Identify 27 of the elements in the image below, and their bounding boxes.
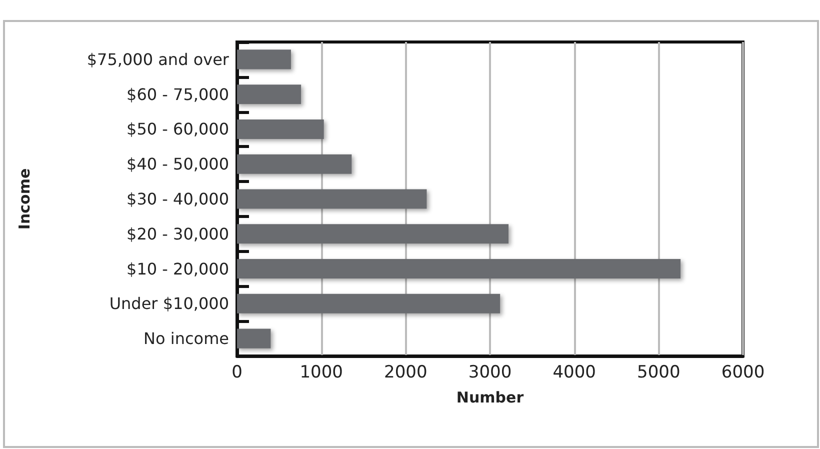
x-tick-label: 1000 — [300, 362, 343, 382]
y-tick-label: No income — [144, 329, 229, 348]
bar — [237, 224, 509, 244]
y-tick-label: $40 - 50,000 — [126, 154, 229, 174]
x-tick-label: 5000 — [637, 362, 680, 382]
bar — [237, 328, 271, 348]
y-tick-label: $60 - 75,000 — [126, 84, 229, 104]
x-tick-label: 2000 — [384, 362, 428, 382]
bar — [237, 259, 681, 279]
x-axis-title: Number — [456, 388, 524, 406]
x-tick-label: 3000 — [468, 362, 512, 382]
x-tick-label: 6000 — [721, 362, 765, 382]
bar — [237, 50, 291, 70]
bar — [237, 119, 324, 139]
x-tick-label: 0 — [232, 362, 242, 382]
y-axis-title: Income — [16, 168, 34, 230]
bar — [237, 189, 427, 209]
y-tick-label: $30 - 40,000 — [126, 190, 229, 208]
bar — [237, 154, 352, 174]
bar — [237, 294, 500, 314]
y-tick-label: $50 - 60,000 — [126, 120, 229, 139]
y-tick-label: $75,000 and over — [86, 50, 230, 69]
y-tick-label: $10 - 20,000 — [126, 259, 229, 278]
y-tick-label: $20 - 30,000 — [126, 224, 229, 244]
bar — [237, 84, 302, 104]
y-tick-label: Under $10,000 — [109, 294, 229, 314]
x-tick-label: 4000 — [552, 362, 596, 382]
